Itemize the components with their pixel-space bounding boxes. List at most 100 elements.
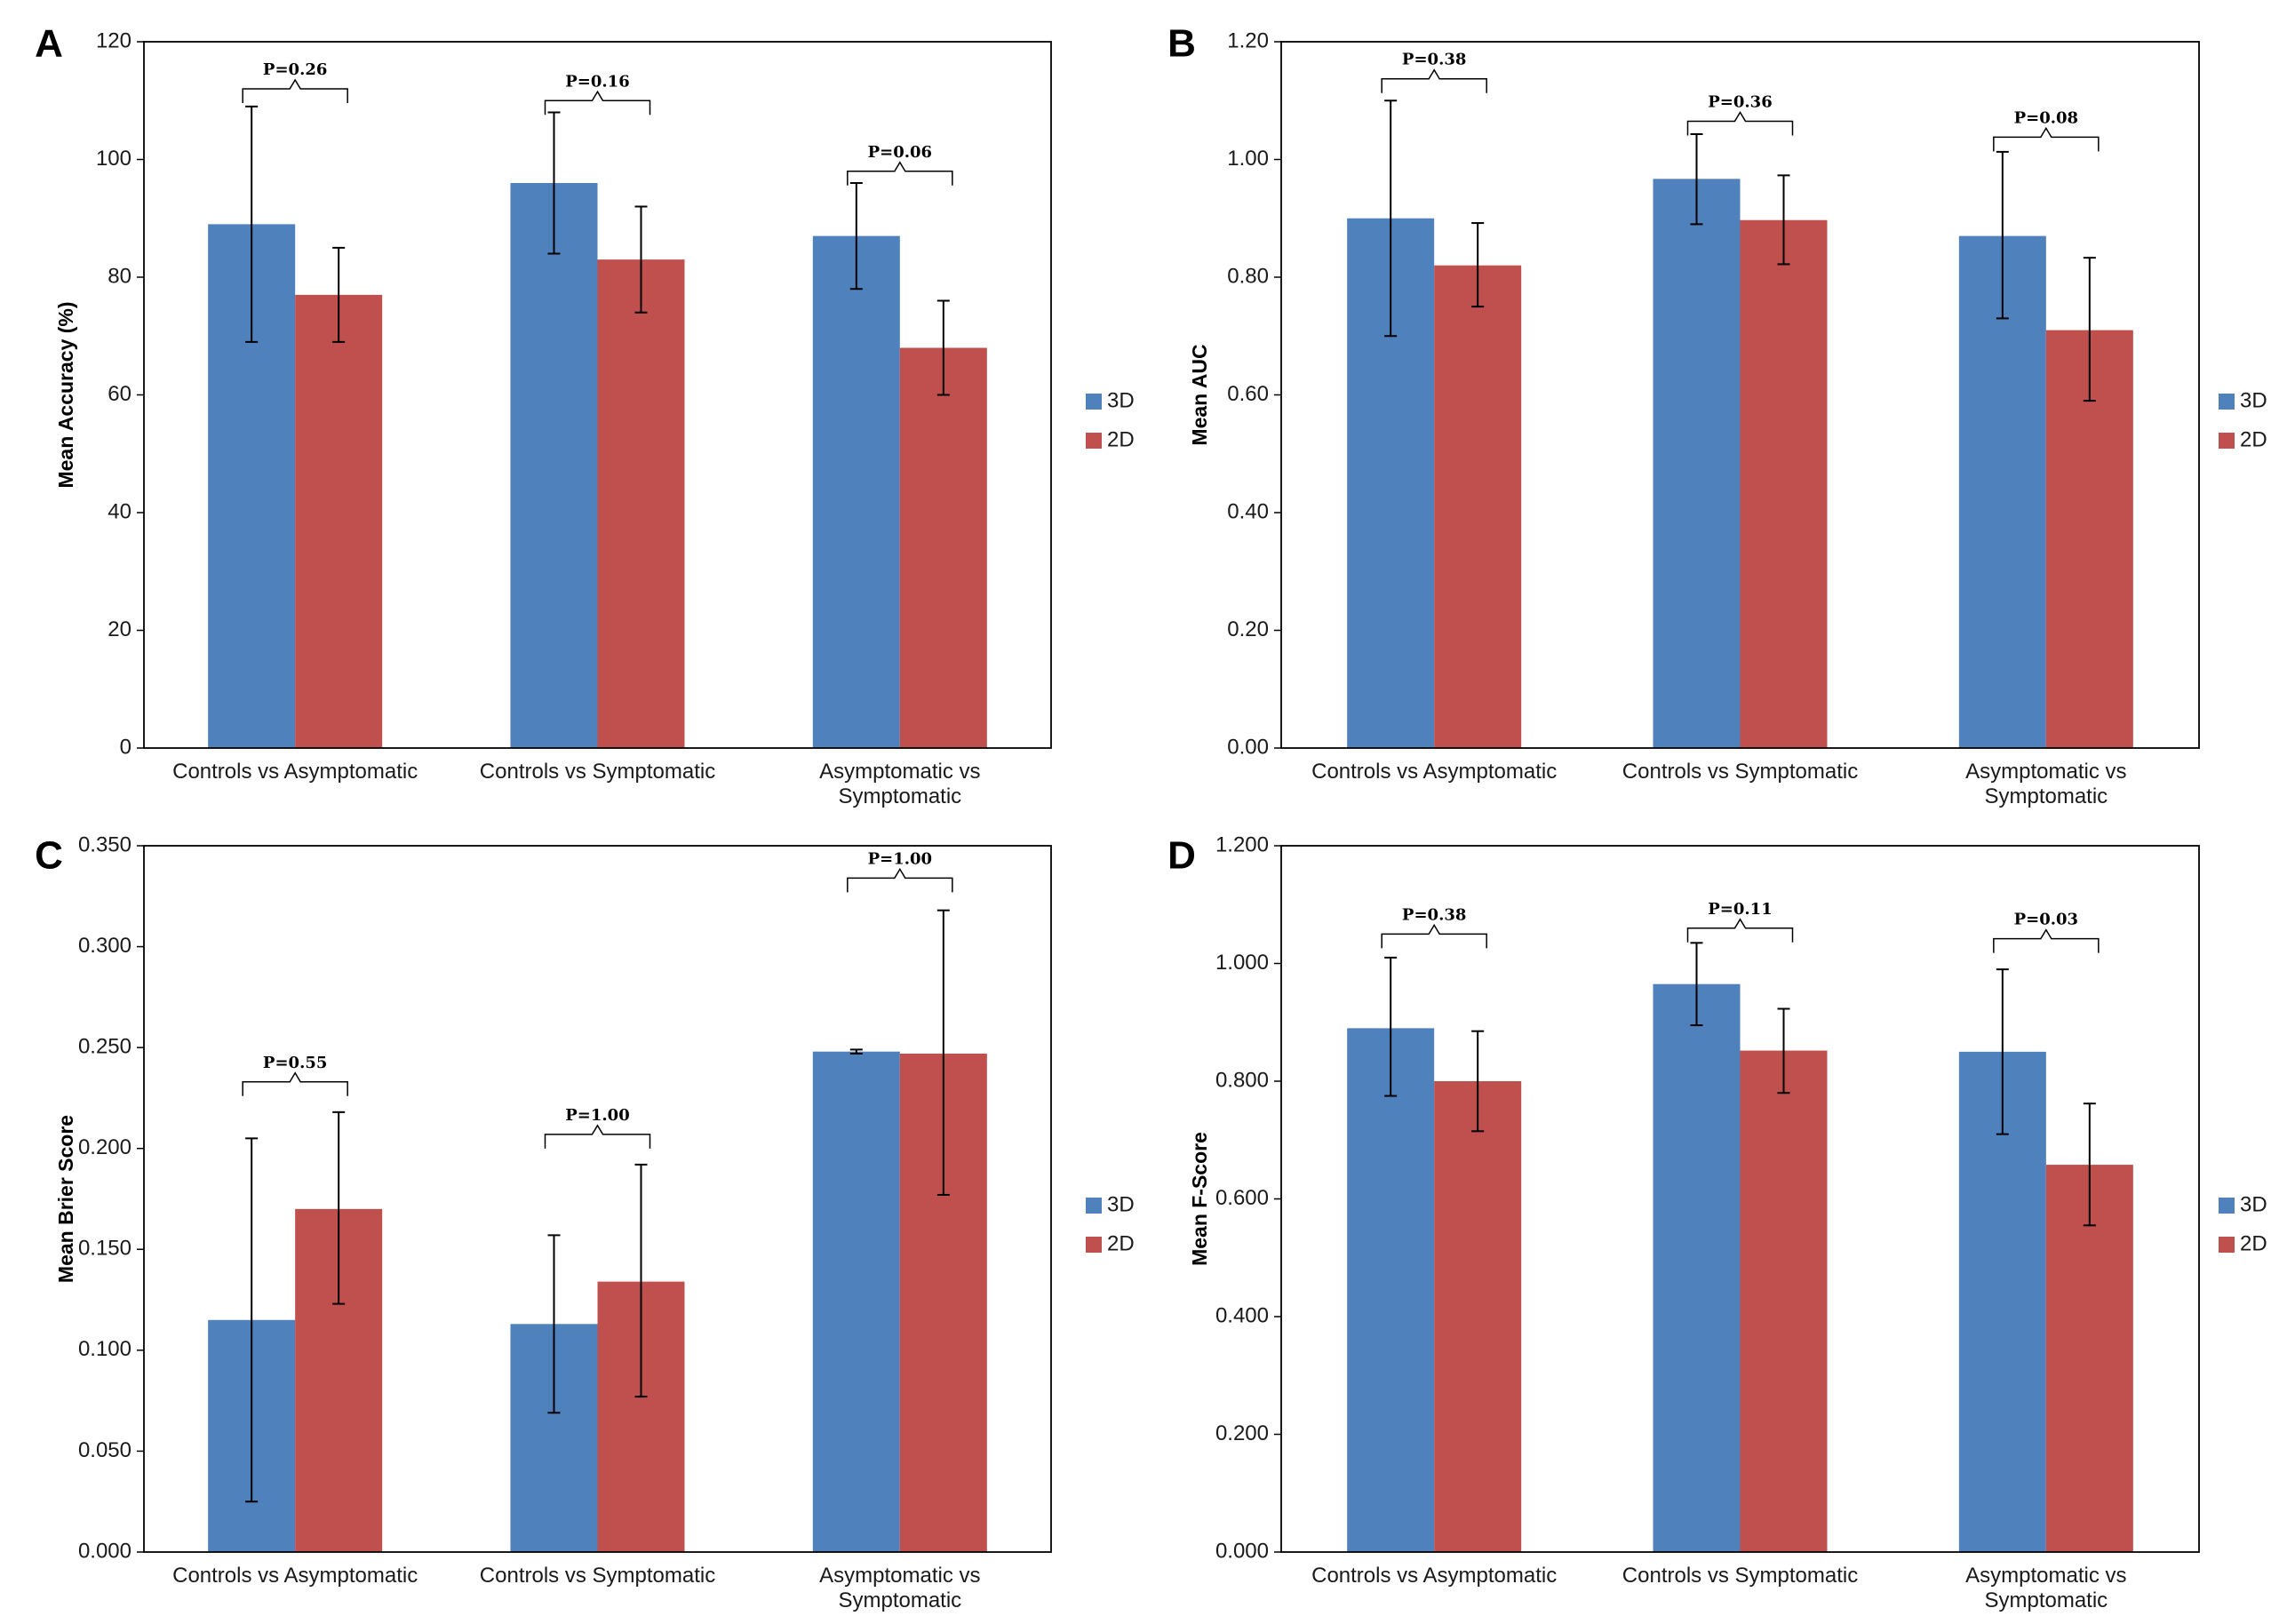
x-category-label: Controls vs Symptomatic bbox=[480, 760, 715, 784]
y-axis-label: Mean Brier Score bbox=[54, 1115, 77, 1283]
legend-label: 3D bbox=[1107, 1192, 1135, 1216]
y-tick-label: 120 bbox=[96, 28, 131, 52]
chart-panel-d: D 0.000 0.200 0.400 0.600 0.800 1.000 1.200 Mean… bbox=[1167, 832, 2267, 1612]
bar-2d bbox=[1740, 219, 1828, 749]
legend-label: 3D bbox=[1107, 388, 1135, 412]
y-axis-label: Mean Accuracy (%) bbox=[54, 301, 77, 488]
x-category-label: Symptomatic bbox=[838, 1588, 961, 1612]
x-category-label: Symptomatic bbox=[1984, 1588, 2108, 1612]
y-tick-label: 0.250 bbox=[78, 1034, 131, 1058]
y-tick-label: 80 bbox=[108, 264, 131, 288]
p-value-label: P=0.36 bbox=[1708, 92, 1772, 111]
x-category-label: Symptomatic bbox=[1984, 784, 2108, 808]
panel-label: B bbox=[1167, 22, 1196, 66]
bar-3d bbox=[510, 183, 598, 748]
chart-panel-b: B 0.00 0.20 0.40 0.60 0.80 1.00 1.20 Mean AUC Con… bbox=[1167, 22, 2267, 808]
y-tick-label: 0.150 bbox=[78, 1237, 131, 1261]
bar-2d bbox=[899, 347, 987, 748]
y-tick-label: 1.20 bbox=[1227, 28, 1269, 52]
p-value-label: P=0.08 bbox=[2014, 108, 2078, 127]
p-value-label: P=0.55 bbox=[263, 1054, 327, 1072]
y-tick-label: 1.200 bbox=[1215, 832, 1269, 856]
x-category-label: Controls vs Asymptomatic bbox=[1311, 1564, 1557, 1588]
y-tick-label: 0 bbox=[120, 735, 131, 759]
legend-label: 2D bbox=[1107, 427, 1135, 451]
x-category-label: Asymptomatic vs bbox=[819, 760, 980, 784]
x-category-label: Controls vs Symptomatic bbox=[480, 1564, 715, 1588]
y-tick-label: 0.80 bbox=[1227, 264, 1269, 288]
significance-bracket bbox=[1993, 928, 2100, 953]
y-tick-label: 0.100 bbox=[78, 1337, 131, 1361]
legend-label: 2D bbox=[1107, 1231, 1135, 1255]
y-tick-label: 100 bbox=[96, 147, 131, 171]
significance-bracket bbox=[544, 90, 651, 115]
bar-2d bbox=[1434, 265, 1522, 748]
y-tick-label: 40 bbox=[108, 499, 131, 523]
bar-3d bbox=[1958, 1051, 2046, 1552]
significance-bracket bbox=[1381, 923, 1487, 949]
bar-3d bbox=[1653, 983, 1741, 1552]
significance-bracket bbox=[544, 1124, 651, 1149]
y-tick-label: 20 bbox=[108, 617, 131, 641]
legend-swatch-2d bbox=[2219, 1237, 2235, 1253]
bar-2d bbox=[1740, 1050, 1828, 1552]
bar-3d bbox=[1653, 179, 1741, 749]
y-tick-label: 0.800 bbox=[1215, 1068, 1269, 1092]
y-tick-label: 0.60 bbox=[1227, 382, 1269, 406]
y-tick-label: 0.400 bbox=[1215, 1303, 1269, 1327]
significance-bracket bbox=[1381, 68, 1487, 93]
bar-2d bbox=[2045, 1165, 2133, 1552]
x-category-label: Asymptomatic vs bbox=[819, 1564, 980, 1588]
y-tick-label: 0.40 bbox=[1227, 499, 1269, 523]
y-tick-label: 0.050 bbox=[78, 1438, 131, 1462]
significance-bracket bbox=[847, 867, 953, 893]
x-category-label: Symptomatic bbox=[838, 784, 961, 808]
bar-2d bbox=[597, 259, 685, 748]
bar-3d bbox=[1347, 1028, 1435, 1552]
bar-3d bbox=[1958, 235, 2046, 748]
y-tick-label: 0.00 bbox=[1227, 735, 1269, 759]
plot-frame bbox=[1280, 41, 2200, 749]
p-value-label: P=0.38 bbox=[1402, 51, 1466, 69]
panel-label: D bbox=[1167, 834, 1196, 878]
y-tick-label: 0.600 bbox=[1215, 1186, 1269, 1210]
p-value-label: P=1.00 bbox=[565, 1106, 629, 1125]
p-value-label: P=0.26 bbox=[263, 60, 327, 79]
y-tick-label: 0.200 bbox=[78, 1135, 131, 1159]
y-tick-label: 1.00 bbox=[1227, 147, 1269, 171]
y-tick-label: 0.20 bbox=[1227, 617, 1269, 641]
x-category-label: Controls vs Symptomatic bbox=[1622, 760, 1858, 784]
bar-3d bbox=[812, 1051, 900, 1552]
legend-label: 2D bbox=[2240, 427, 2267, 451]
legend-label: 3D bbox=[2240, 388, 2267, 412]
legend-swatch-2d bbox=[2219, 433, 2235, 449]
y-tick-label: 0.200 bbox=[1215, 1421, 1269, 1445]
significance-bracket bbox=[1686, 918, 1794, 943]
significance-bracket bbox=[847, 161, 953, 186]
p-value-label: P=0.38 bbox=[1402, 905, 1466, 924]
legend-swatch-3d bbox=[1086, 394, 1102, 410]
legend-swatch-2d bbox=[1086, 433, 1102, 449]
y-tick-label: 0.350 bbox=[78, 832, 131, 856]
x-category-label: Asymptomatic vs bbox=[1965, 760, 2126, 784]
legend-swatch-3d bbox=[1086, 1198, 1102, 1214]
significance-bracket bbox=[1993, 126, 2100, 152]
y-tick-label: 1.000 bbox=[1215, 951, 1269, 975]
panel-label: A bbox=[35, 22, 63, 66]
p-value-label: P=0.11 bbox=[1708, 900, 1772, 919]
p-value-label: P=0.03 bbox=[2014, 911, 2078, 929]
y-axis-label: Mean AUC bbox=[1188, 344, 1211, 445]
panel-label: C bbox=[35, 834, 63, 878]
y-tick-label: 0.000 bbox=[1215, 1539, 1269, 1563]
bar-2d bbox=[295, 294, 383, 748]
plot-frame bbox=[1280, 845, 2200, 1553]
bar-3d bbox=[812, 235, 900, 748]
y-tick-label: 0.000 bbox=[78, 1539, 131, 1563]
x-category-label: Controls vs Symptomatic bbox=[1622, 1564, 1858, 1588]
y-axis-label: Mean F-Score bbox=[1188, 1132, 1211, 1266]
legend-swatch-3d bbox=[2219, 1198, 2235, 1214]
legend-swatch-2d bbox=[1086, 1237, 1102, 1253]
x-category-label: Controls vs Asymptomatic bbox=[172, 760, 418, 784]
x-category-label: Controls vs Asymptomatic bbox=[172, 1564, 418, 1588]
